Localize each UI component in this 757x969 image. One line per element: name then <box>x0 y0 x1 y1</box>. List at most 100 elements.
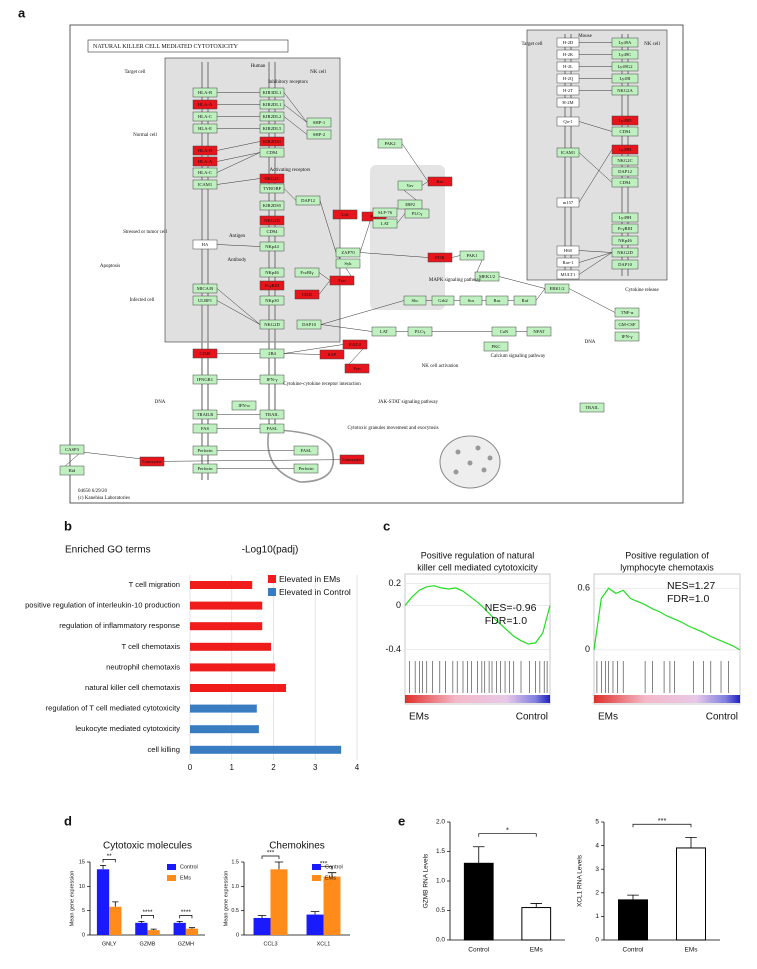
gene-label: Ly49I <box>620 76 631 81</box>
gene-node <box>611 212 639 223</box>
gene-label: ICAM1 <box>198 182 213 187</box>
x-tick-label: 0 <box>188 763 193 772</box>
gene-node <box>611 61 639 72</box>
gene-label: Qa-1 <box>563 119 573 124</box>
error-bar <box>257 915 267 918</box>
gene-label: KIR2DS5 <box>263 203 282 208</box>
gene-node <box>556 197 580 208</box>
gene-label: KIR3DL1 <box>263 90 282 95</box>
gene-label: KIR2DL2 <box>263 114 282 119</box>
gene-label: Granzyme <box>342 457 361 462</box>
gene-label: Lck <box>341 212 349 217</box>
x-tick-label: 3 <box>313 763 318 772</box>
bar <box>618 899 648 941</box>
gene-label: Raf <box>522 298 529 303</box>
pathway-arrow <box>568 288 616 313</box>
significance-label: *** <box>320 860 328 867</box>
gene-node <box>259 226 285 237</box>
error-bar <box>138 920 145 923</box>
bar <box>185 928 199 935</box>
gene-label: Ly49C <box>619 52 632 57</box>
gene-node <box>556 269 580 280</box>
gene-label: GM-CSF <box>618 322 636 327</box>
significance-bracket <box>478 833 537 837</box>
legend-swatch <box>268 575 276 583</box>
bar <box>190 601 263 610</box>
gene-node <box>491 326 517 337</box>
error-bar <box>473 846 485 864</box>
mouse-box <box>526 29 668 281</box>
gene-node <box>611 166 639 177</box>
gene-label: NKG2D <box>617 250 633 255</box>
legend-label: Control <box>180 864 198 870</box>
error-bar <box>274 861 284 870</box>
gene-node <box>259 319 285 330</box>
y-axis-label: XCL1 RNA Levels <box>577 854 584 907</box>
gene-node <box>556 116 580 127</box>
gene-node <box>372 207 398 218</box>
gene-label: H-2Q <box>563 76 574 81</box>
category-label: T cell migration <box>129 580 180 589</box>
gene-node <box>427 252 453 263</box>
y-tick-label: 5 <box>595 819 599 826</box>
legend-label: Control <box>325 864 343 870</box>
bar-label: EMs <box>598 712 618 723</box>
gene-label: H60 <box>564 248 573 253</box>
error-bar <box>150 928 157 931</box>
x-tick-label: EMs <box>685 947 699 954</box>
diagram-label: Calcium signaling pathway <box>491 354 546 359</box>
gene-label: PAK2 <box>384 141 396 146</box>
gene-label: KIR2DL1 <box>263 102 282 107</box>
gene-label: DAP10 <box>618 262 632 267</box>
y-tick-label: 15 <box>79 859 85 865</box>
gene-label: CD94 <box>620 129 632 134</box>
diagram-label: Cytokine release <box>625 288 659 293</box>
gene-label: ICAM1 <box>561 150 576 155</box>
x-tick-label: 2 <box>271 763 276 772</box>
bar <box>190 745 342 754</box>
diagram-label: Activating receptors <box>270 168 311 173</box>
gene-label: CASP3 <box>65 447 79 452</box>
gene-node <box>611 73 639 84</box>
significance-bracket <box>102 859 116 863</box>
gene-node <box>335 258 361 269</box>
pathway-arrow <box>139 459 365 462</box>
gene-node <box>556 257 580 268</box>
gene-node <box>192 167 218 178</box>
gene-label: HLA-B <box>198 90 212 95</box>
diagram-label: NK cell activation <box>422 364 459 369</box>
y-tick-label: 0.2 <box>388 578 401 588</box>
gene-node <box>404 208 430 219</box>
bar <box>190 704 257 713</box>
gene-label: Fyn <box>338 278 346 283</box>
gene-label: MULT1 <box>561 272 577 277</box>
bar <box>135 922 148 935</box>
gene-label: HLA-C <box>198 114 212 119</box>
gene-node <box>342 339 368 350</box>
y-tick-label: 2.0 <box>436 819 445 826</box>
annotation: NES=1.27 <box>667 580 715 592</box>
gene-node <box>611 126 639 137</box>
y-tick-label: 0.0 <box>436 937 445 944</box>
gene-node <box>556 49 580 60</box>
chart-title: Chemokines <box>269 841 325 852</box>
significance-bracket <box>632 823 692 828</box>
gene-label: KIR2DS1 <box>263 139 282 144</box>
y-tick-label: 0.6 <box>577 583 590 593</box>
diagram-label: Normal cell <box>133 133 157 138</box>
pathway-arrow <box>359 252 429 258</box>
pathway-arrow <box>396 213 406 224</box>
gene-label: CD94 <box>267 150 279 155</box>
pathway-arrow <box>216 178 261 185</box>
gene-node <box>332 209 358 220</box>
gene-label: Granzyme <box>142 459 161 464</box>
pathway-arrow <box>498 276 546 289</box>
gene-node <box>192 409 218 420</box>
gene-label: H-2L <box>563 64 573 69</box>
bar <box>147 930 160 935</box>
bar <box>173 922 186 935</box>
significance-label: **** <box>181 909 192 916</box>
gene-node <box>427 176 453 187</box>
gene-node <box>259 295 285 306</box>
pathway-arrow <box>318 272 331 281</box>
